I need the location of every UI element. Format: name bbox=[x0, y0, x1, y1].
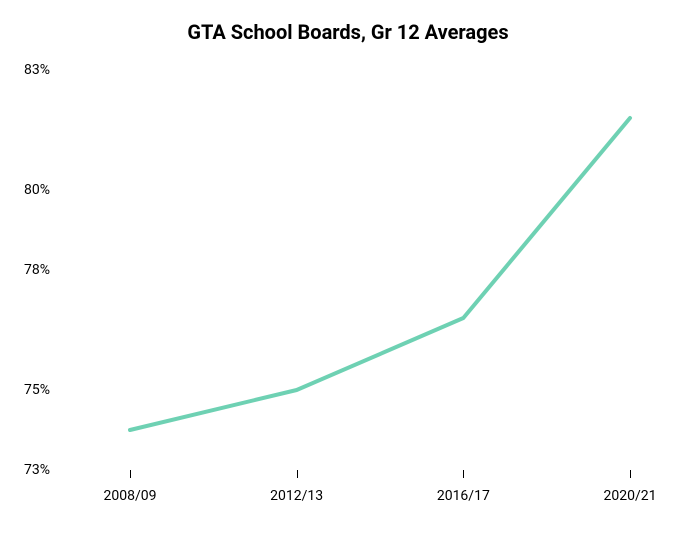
chart-title: GTA School Boards, Gr 12 Averages bbox=[0, 20, 696, 44]
x-axis-tick-label: 2008/09 bbox=[104, 488, 157, 504]
y-axis-tick-label: 78% bbox=[24, 262, 50, 278]
line-chart-svg bbox=[70, 70, 660, 470]
data-line bbox=[130, 118, 630, 430]
x-axis-tick-label: 2020/21 bbox=[604, 488, 657, 504]
chart-container: GTA School Boards, Gr 12 Averages 73%75%… bbox=[0, 0, 696, 540]
x-axis-tick-mark bbox=[297, 470, 298, 478]
x-axis-tick-mark bbox=[130, 470, 131, 478]
y-axis-tick-label: 75% bbox=[24, 382, 50, 398]
y-axis-tick-label: 83% bbox=[24, 62, 50, 78]
x-axis-tick-label: 2016/17 bbox=[437, 488, 490, 504]
x-axis-tick-mark bbox=[463, 470, 464, 478]
x-axis-tick-label: 2012/13 bbox=[270, 488, 323, 504]
x-axis-tick-mark bbox=[630, 470, 631, 478]
y-axis-tick-label: 80% bbox=[24, 182, 50, 198]
y-axis-tick-label: 73% bbox=[24, 462, 50, 478]
plot-area: 73%75%78%80%83%2008/092012/132016/172020… bbox=[70, 70, 660, 470]
